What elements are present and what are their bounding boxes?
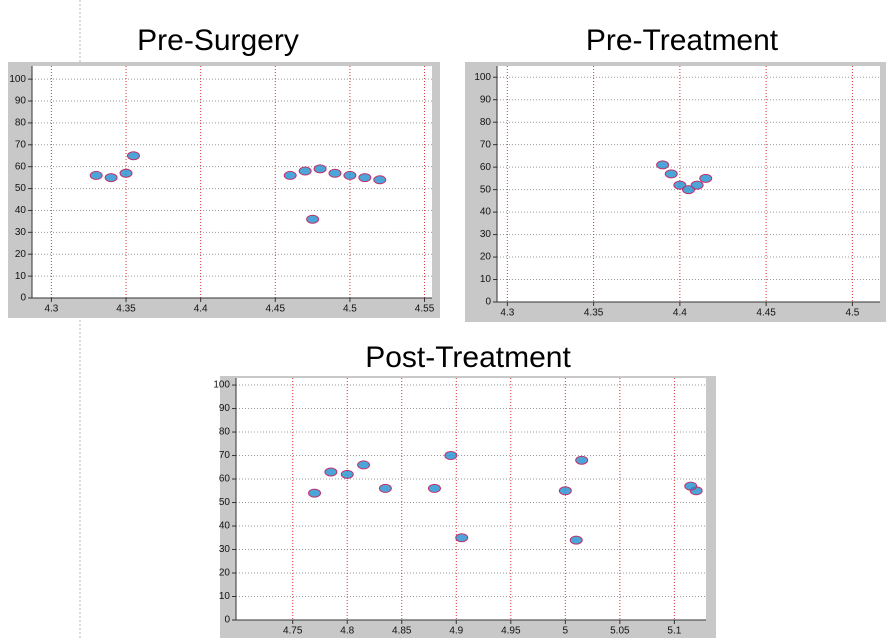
point <box>329 169 341 177</box>
y-tick-label: 90 <box>219 403 231 414</box>
plot-area <box>236 378 706 620</box>
point <box>358 461 370 469</box>
point <box>657 161 669 169</box>
y-tick-label: 70 <box>219 450 231 461</box>
y-tick-label: 40 <box>480 207 492 218</box>
y-tick-label: 60 <box>219 474 231 485</box>
y-tick-label: 20 <box>15 249 27 260</box>
point <box>299 167 311 175</box>
point <box>90 171 102 179</box>
x-tick-label: 4.35 <box>584 308 604 319</box>
point <box>314 165 326 173</box>
point <box>325 468 337 476</box>
x-tick-label: 5 <box>563 626 569 637</box>
y-tick-label: 10 <box>219 591 231 602</box>
point <box>374 176 386 184</box>
point <box>344 171 356 179</box>
y-tick-label: 90 <box>480 94 492 105</box>
y-tick-label: 80 <box>15 118 27 129</box>
x-tick-label: 5.05 <box>610 626 630 637</box>
x-tick-label: 4.85 <box>392 626 412 637</box>
x-tick-label: 4.9 <box>449 626 463 637</box>
chart-title: Pre-Treatment <box>586 24 779 57</box>
point <box>570 536 582 544</box>
x-tick-label: 4.4 <box>194 304 208 315</box>
y-tick-label: 100 <box>213 380 230 391</box>
y-tick-label: 80 <box>480 117 492 128</box>
plot-area <box>497 66 880 302</box>
point <box>105 174 117 182</box>
chart-title: Pre-Surgery <box>137 24 299 57</box>
point <box>379 484 391 492</box>
point <box>691 181 703 189</box>
point <box>685 482 697 490</box>
y-tick-label: 30 <box>15 227 27 238</box>
y-tick-label: 0 <box>485 297 491 308</box>
point <box>284 171 296 179</box>
x-tick-label: 4.75 <box>283 626 303 637</box>
point <box>576 456 588 464</box>
point <box>665 170 677 178</box>
point <box>359 174 371 182</box>
point <box>120 169 132 177</box>
point <box>341 470 353 478</box>
x-tick-label: 4.5 <box>845 308 859 319</box>
y-tick-label: 50 <box>480 184 492 195</box>
y-tick-label: 40 <box>219 521 231 532</box>
point <box>307 215 319 223</box>
y-tick-label: 80 <box>219 427 231 438</box>
chart-title: Post-Treatment <box>365 341 571 374</box>
y-tick-label: 90 <box>15 96 27 107</box>
x-tick-label: 5.1 <box>667 626 681 637</box>
y-tick-label: 50 <box>219 497 231 508</box>
y-tick-label: 100 <box>474 72 491 83</box>
y-tick-label: 0 <box>224 615 230 626</box>
point <box>700 174 712 182</box>
y-tick-label: 20 <box>219 568 231 579</box>
x-tick-label: 4.8 <box>340 626 354 637</box>
x-tick-label: 4.4 <box>673 308 687 319</box>
y-tick-label: 50 <box>15 183 27 194</box>
point <box>559 487 571 495</box>
x-tick-label: 4.5 <box>343 304 357 315</box>
y-tick-label: 10 <box>480 274 492 285</box>
x-tick-label: 4.95 <box>501 626 521 637</box>
y-tick-label: 0 <box>20 293 26 304</box>
point <box>309 489 321 497</box>
y-tick-label: 30 <box>480 229 492 240</box>
x-tick-label: 4.55 <box>415 304 435 315</box>
y-tick-label: 30 <box>219 544 231 555</box>
y-tick-label: 60 <box>480 162 492 173</box>
x-tick-label: 4.45 <box>756 308 776 319</box>
page: Pre-Surgery Pre-Treatment Post-Treatment… <box>0 0 886 640</box>
point <box>127 152 139 160</box>
y-tick-label: 70 <box>15 139 27 150</box>
point <box>428 484 440 492</box>
y-tick-label: 20 <box>480 252 492 263</box>
x-tick-label: 4.3 <box>44 304 58 315</box>
point <box>456 534 468 542</box>
y-tick-label: 40 <box>15 205 27 216</box>
x-tick-label: 4.45 <box>266 304 286 315</box>
y-tick-label: 60 <box>15 161 27 172</box>
point <box>445 452 457 460</box>
x-tick-label: 4.35 <box>116 304 136 315</box>
y-tick-label: 100 <box>9 74 26 85</box>
x-tick-label: 4.3 <box>500 308 514 319</box>
y-tick-label: 70 <box>480 139 492 150</box>
y-tick-label: 10 <box>15 271 27 282</box>
